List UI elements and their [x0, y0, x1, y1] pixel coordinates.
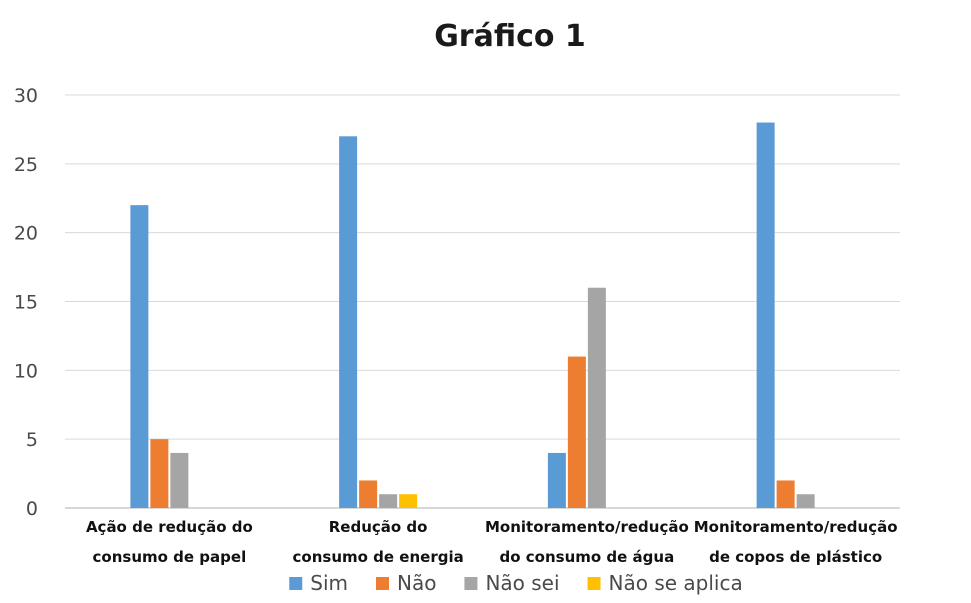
bar-sim [130, 205, 149, 508]
bar-não [150, 439, 169, 508]
legend-swatch [289, 577, 303, 590]
gridlines [65, 94, 900, 509]
y-tick-label: 5 [26, 429, 38, 451]
x-category-label: Monitoramento/redução [485, 518, 689, 536]
bar-não-se-aplica [399, 494, 418, 508]
legend-swatch [464, 577, 478, 590]
bar-não-sei [379, 494, 398, 508]
bar-sim [547, 452, 566, 508]
y-tick-label: 20 [14, 223, 38, 245]
bar-sim [339, 136, 358, 509]
x-category-label: Ação de redução do [86, 518, 253, 536]
x-category-label: consumo de papel [93, 548, 247, 566]
legend-label: Não [397, 571, 436, 595]
legend: Sim Não Não sei Não se aplica [289, 571, 743, 595]
y-tick-label: 15 [14, 292, 38, 314]
legend-label: Não se aplica [609, 571, 743, 595]
bar-não-sei [587, 287, 606, 508]
bar-não [359, 480, 378, 508]
legend-label: Não sei [485, 571, 559, 595]
y-tick-label: 25 [14, 154, 38, 176]
x-category-label: Monitoramento/redução [694, 518, 898, 536]
x-category-label: Redução do [329, 518, 428, 536]
bar-sim [756, 122, 775, 509]
bar-não [567, 356, 586, 508]
bars [130, 122, 815, 509]
y-axis-ticks: 0 5 10 15 20 25 30 [14, 85, 38, 520]
x-category-label: do consumo de água [500, 548, 675, 566]
bar-não-sei [170, 452, 189, 508]
bar-não [776, 480, 795, 508]
x-category-label: consumo de energia [293, 548, 464, 566]
legend-swatch [375, 577, 389, 590]
legend-swatch [587, 577, 601, 590]
y-tick-label: 10 [14, 360, 38, 382]
x-axis-labels: Ação de redução do consumo de papel Reduçã… [86, 518, 898, 566]
y-tick-label: 0 [26, 498, 38, 520]
legend-label: Sim [310, 571, 348, 595]
x-category-label: de copos de plástico [709, 548, 882, 566]
y-tick-label: 30 [14, 85, 38, 107]
bar-não-sei [796, 494, 815, 508]
chart-title: Gráfico 1 [434, 19, 586, 54]
